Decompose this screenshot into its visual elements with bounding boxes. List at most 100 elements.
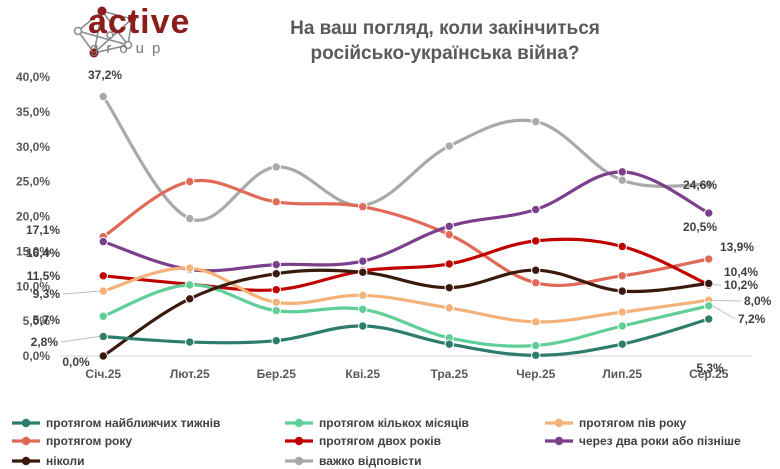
data-point bbox=[185, 213, 195, 224]
data-point bbox=[185, 294, 195, 304]
series-2 bbox=[98, 263, 714, 327]
chart-title-line-1: На ваш погляд, коли закінчиться bbox=[290, 18, 600, 39]
legend-label: протягом року bbox=[46, 434, 132, 448]
legend-label: через два роки або пізніше bbox=[579, 434, 741, 448]
data-point bbox=[98, 286, 108, 296]
data-point bbox=[617, 286, 627, 296]
data-point bbox=[704, 314, 714, 324]
series-1 bbox=[98, 280, 714, 351]
data-point bbox=[98, 271, 108, 281]
data-point bbox=[531, 236, 541, 246]
legend-item: протягом року bbox=[12, 434, 132, 448]
legend-label: протягом кількох місяців bbox=[319, 416, 469, 430]
data-point bbox=[444, 339, 454, 349]
leader-line bbox=[60, 335, 100, 343]
series-line bbox=[101, 266, 711, 324]
data-point bbox=[531, 116, 541, 127]
data-label: 16,4% bbox=[26, 246, 60, 260]
data-label: 5,7% bbox=[33, 313, 61, 327]
data-label: 9,3% bbox=[33, 287, 61, 301]
y-tick-label: 5,0% bbox=[23, 314, 51, 328]
data-point bbox=[185, 263, 195, 273]
data-point bbox=[704, 278, 714, 289]
data-point bbox=[271, 297, 281, 307]
data-point bbox=[444, 141, 454, 151]
data-point bbox=[444, 259, 454, 269]
legend-item: ніколи bbox=[12, 454, 84, 468]
data-point bbox=[358, 290, 368, 301]
data-point bbox=[271, 197, 281, 207]
data-point bbox=[185, 280, 195, 290]
data-point bbox=[98, 311, 108, 321]
series-line bbox=[101, 283, 711, 348]
leader-line bbox=[712, 299, 742, 302]
legend-swatch-marker bbox=[21, 436, 31, 446]
legend-item: протягом пів року bbox=[545, 416, 687, 430]
data-point bbox=[617, 241, 627, 252]
legend-swatch-marker bbox=[294, 418, 304, 428]
data-label: 11,5% bbox=[27, 269, 61, 283]
data-point bbox=[271, 305, 281, 316]
legend-swatch-marker bbox=[554, 436, 564, 446]
data-point bbox=[185, 337, 195, 347]
legend-item: протягом двох років bbox=[285, 434, 441, 448]
data-point bbox=[444, 303, 454, 313]
data-point bbox=[531, 204, 541, 215]
data-point bbox=[98, 236, 108, 247]
leader-line bbox=[62, 290, 100, 295]
x-tick-label: Кві.25 bbox=[345, 367, 380, 381]
x-tick-label: Сер.25 bbox=[689, 367, 729, 381]
data-point bbox=[531, 317, 541, 327]
x-tick-label: Тра.25 bbox=[430, 367, 468, 381]
legend-swatch-marker bbox=[554, 418, 564, 428]
data-point bbox=[617, 271, 627, 281]
data-point bbox=[444, 282, 454, 293]
leader-line bbox=[712, 305, 736, 320]
series-0 bbox=[98, 314, 714, 361]
legend-item: протягом кількох місяців bbox=[285, 416, 469, 430]
legend-swatch-marker bbox=[294, 456, 304, 466]
data-point bbox=[358, 256, 368, 266]
y-tick-label: 35,0% bbox=[16, 105, 50, 119]
data-point bbox=[617, 339, 627, 349]
x-tick-label: Січ.25 bbox=[85, 367, 121, 381]
series-7 bbox=[98, 91, 714, 224]
data-point bbox=[271, 268, 281, 279]
y-tick-label: 25,0% bbox=[16, 175, 50, 189]
data-point bbox=[531, 278, 541, 288]
legend-label: ніколи bbox=[46, 454, 84, 468]
legend-label: протягом пів року bbox=[579, 416, 687, 430]
data-point bbox=[704, 301, 714, 311]
data-point bbox=[358, 304, 368, 314]
data-label: 5,3% bbox=[696, 361, 724, 375]
x-tick-label: Бер.25 bbox=[257, 367, 297, 381]
series-line bbox=[101, 317, 711, 357]
chart-title: На ваш погляд, коли закінчиться російськ… bbox=[230, 16, 660, 66]
legend-item: через два роки або пізніше bbox=[545, 434, 741, 448]
data-point bbox=[704, 179, 714, 190]
data-label: 37,2% bbox=[88, 68, 122, 82]
x-tick-label: Лют.25 bbox=[170, 367, 210, 381]
data-point bbox=[617, 321, 627, 331]
data-point bbox=[271, 162, 281, 172]
data-point bbox=[98, 351, 108, 361]
data-point bbox=[444, 221, 454, 231]
series-6 bbox=[98, 265, 714, 361]
legend-label: протягом найближчих тижнів bbox=[46, 416, 220, 430]
legend-label: протягом двох років bbox=[319, 434, 441, 448]
data-point bbox=[617, 167, 627, 177]
data-label: 17,1% bbox=[26, 223, 60, 237]
data-label: 20,5% bbox=[683, 220, 717, 234]
legend-swatch-marker bbox=[21, 418, 31, 428]
data-point bbox=[531, 350, 541, 361]
y-tick-label: 40,0% bbox=[16, 70, 50, 84]
data-point bbox=[358, 202, 368, 212]
brand-name: active bbox=[88, 3, 191, 41]
chart-title-line-2: російсько-українська війна? bbox=[310, 43, 580, 64]
data-label: 7,2% bbox=[738, 312, 766, 326]
legend-item: протягом найближчих тижнів bbox=[12, 416, 220, 430]
data-point bbox=[531, 265, 541, 275]
legend-swatch-marker bbox=[21, 456, 31, 466]
data-point bbox=[98, 91, 108, 102]
